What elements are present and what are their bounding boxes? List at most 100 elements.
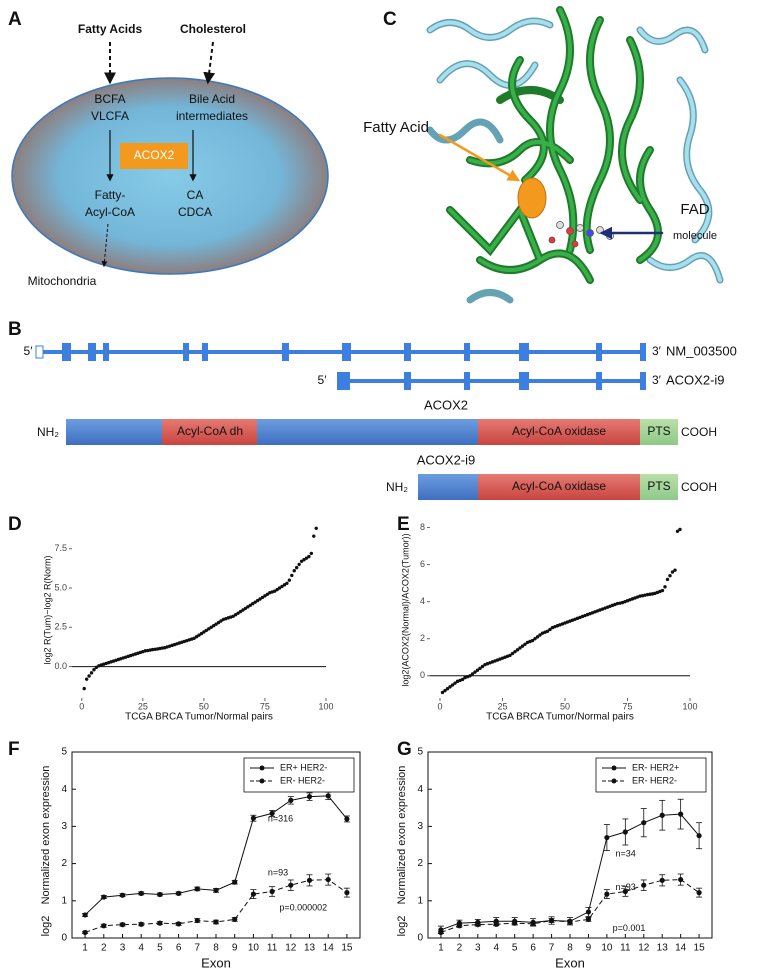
- point: [678, 811, 684, 817]
- legend-marker: [611, 765, 617, 771]
- point: [678, 876, 684, 883]
- arrow: [438, 133, 521, 182]
- protein-chain-b-highlight: [428, 19, 722, 282]
- annotation: n=93: [615, 882, 635, 892]
- point: [292, 569, 296, 573]
- exon: [640, 343, 646, 361]
- y-tick-label: 0: [61, 933, 67, 944]
- point: [312, 534, 316, 538]
- annotation: n=34: [615, 849, 635, 859]
- point: [299, 559, 304, 563]
- legend-marker: [259, 765, 265, 771]
- x-tick-label: 15: [694, 943, 706, 954]
- point: [241, 608, 245, 612]
- point: [530, 638, 535, 643]
- point: [638, 594, 642, 598]
- exon: [88, 343, 96, 361]
- point: [440, 690, 445, 695]
- point: [285, 581, 289, 585]
- domain: [162, 419, 257, 445]
- panel-label: E: [397, 514, 410, 535]
- y-tick-label: 2: [417, 858, 423, 869]
- point: [325, 876, 331, 883]
- exon: [103, 343, 109, 361]
- point: [175, 890, 182, 896]
- substrate: intermediates: [176, 109, 248, 123]
- x-axis-title: Exon: [555, 955, 585, 970]
- point: [533, 637, 537, 641]
- point: [545, 629, 550, 634]
- annotation: n=93: [268, 867, 288, 877]
- cofactor-label: FAD: [680, 201, 709, 218]
- point: [604, 834, 610, 841]
- product: Acyl-CoA: [85, 205, 135, 219]
- point: [92, 668, 96, 672]
- point: [275, 587, 279, 592]
- x-tick-label: 7: [195, 943, 201, 954]
- point: [213, 919, 219, 925]
- domain: [478, 474, 640, 500]
- x-tick-label: 0: [437, 701, 442, 711]
- exon: [464, 343, 470, 361]
- series-line: [440, 813, 700, 931]
- x-tick-label: 13: [657, 943, 669, 954]
- point: [668, 574, 672, 578]
- y-tick-label: 6: [420, 559, 425, 569]
- point: [138, 890, 144, 896]
- arrow: [203, 41, 216, 85]
- x-axis-title: TCGA BRCA Tumor/Normal pairs: [125, 712, 273, 723]
- point: [520, 644, 525, 648]
- point: [535, 635, 540, 639]
- y-tick-label: 2: [61, 858, 67, 869]
- point: [493, 921, 499, 927]
- point: [282, 583, 287, 587]
- point: [567, 919, 573, 925]
- legend-marker: [611, 778, 617, 784]
- y-axis-title: Normalized exon expression: [396, 766, 408, 905]
- point: [696, 890, 702, 896]
- n-term: NH₂: [386, 480, 408, 494]
- point: [288, 797, 294, 803]
- panel-label: A: [8, 9, 22, 30]
- five-prime: 5′: [24, 344, 34, 358]
- point: [238, 609, 243, 614]
- point: [585, 909, 592, 915]
- point: [258, 597, 262, 601]
- point: [678, 527, 682, 532]
- point: [660, 588, 665, 593]
- exon: [62, 343, 71, 361]
- point: [344, 890, 350, 896]
- point: [82, 929, 88, 936]
- x-tick-label: 50: [199, 701, 209, 711]
- x-tick-label: 75: [260, 701, 270, 711]
- n-term: NH₂: [37, 425, 59, 439]
- point: [273, 589, 277, 593]
- point: [306, 877, 313, 883]
- panel-label: D: [8, 514, 22, 535]
- point: [641, 882, 647, 888]
- point: [194, 886, 200, 892]
- point: [82, 912, 88, 918]
- y-tick-label: 5: [61, 747, 67, 758]
- x-tick-label: 8: [213, 943, 219, 954]
- point: [453, 681, 457, 685]
- exon: [404, 372, 411, 390]
- exon: [596, 343, 602, 361]
- point: [197, 633, 201, 637]
- x-tick-label: 5: [157, 943, 163, 954]
- point: [243, 606, 248, 611]
- x-tick-label: 2: [101, 943, 107, 954]
- x-tick-label: 25: [138, 701, 148, 711]
- point: [82, 686, 86, 691]
- point: [101, 923, 107, 929]
- point: [659, 877, 665, 883]
- domain-label: Acyl-CoA oxidase: [512, 424, 606, 438]
- legend-box: [243, 757, 355, 793]
- point: [475, 668, 480, 672]
- point: [615, 601, 620, 606]
- panel-label: F: [8, 739, 20, 760]
- point: [269, 810, 275, 816]
- legend-label: ER+ HER2-: [280, 762, 327, 772]
- point: [87, 674, 91, 678]
